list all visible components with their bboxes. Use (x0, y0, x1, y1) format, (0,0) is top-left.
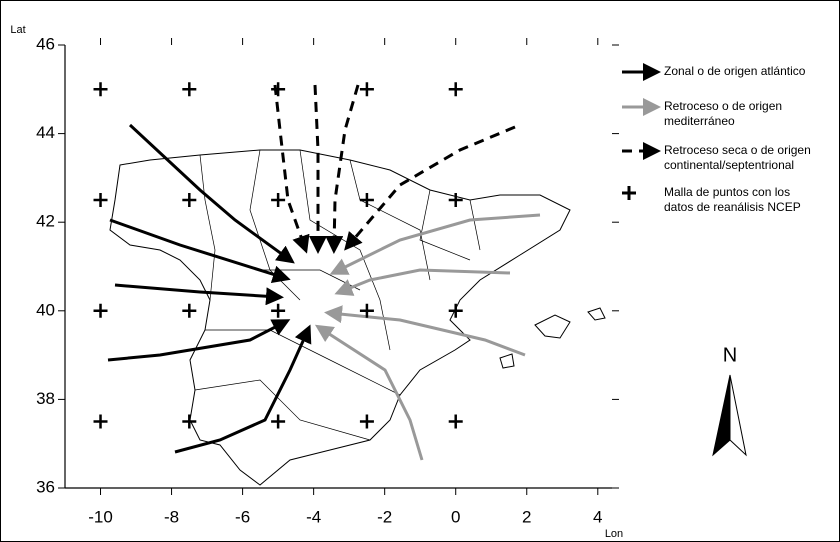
x-tick-label: -10 (88, 507, 113, 526)
grid-point (448, 414, 463, 429)
grid-point (182, 193, 197, 208)
grid-point (182, 82, 197, 97)
x-tick-label: -6 (235, 507, 250, 526)
y-axis-label: Lat (10, 24, 25, 36)
x-tick-label: -8 (164, 507, 179, 526)
y-tick-label: 40 (36, 300, 55, 319)
x-tick-label: -2 (377, 507, 392, 526)
grid-point (271, 303, 286, 318)
flows (107, 84, 541, 461)
y-tick-label: 38 (36, 389, 55, 408)
y-tick-label: 46 (36, 34, 55, 53)
x-tick-label: -4 (306, 507, 321, 526)
legend-label: Malla de puntos con los (664, 185, 790, 199)
grid-point (271, 414, 286, 429)
north-label: N (723, 344, 737, 366)
legend-symbols (622, 63, 661, 200)
grid-point (359, 82, 374, 97)
y-tick-label: 44 (36, 123, 55, 142)
grid-point (182, 303, 197, 318)
x-axis-label: Lon (605, 528, 623, 540)
grid-point (448, 82, 463, 97)
grid-point (359, 303, 374, 318)
grid-point (93, 82, 108, 97)
x-tick-label: 2 (522, 507, 531, 526)
grid-point (93, 303, 108, 318)
grid-point (359, 193, 374, 208)
y-tick-label: 42 (36, 212, 55, 231)
y-tick-label: 36 (36, 477, 55, 496)
north-arrow (712, 374, 747, 457)
grid-point (271, 193, 286, 208)
legend-label: datos de reanálisis NCEP (664, 200, 801, 214)
grid-point (271, 82, 286, 97)
grid-point (359, 414, 374, 429)
grid-point (93, 193, 108, 208)
grid-point (448, 193, 463, 208)
legend-label: continental/septentrional (664, 158, 794, 172)
x-tick-label: 0 (451, 507, 460, 526)
x-tick-label: 4 (593, 507, 602, 526)
legend-label: Zonal o de origen atlántico (664, 64, 806, 78)
legend-label: Retroceso seca o de origen (664, 143, 811, 157)
grid-point (182, 414, 197, 429)
grid-point (93, 414, 108, 429)
grid-point (448, 303, 463, 318)
legend-label: Retroceso o de origen (664, 99, 782, 113)
legend-label: mediterráneo (664, 114, 735, 128)
